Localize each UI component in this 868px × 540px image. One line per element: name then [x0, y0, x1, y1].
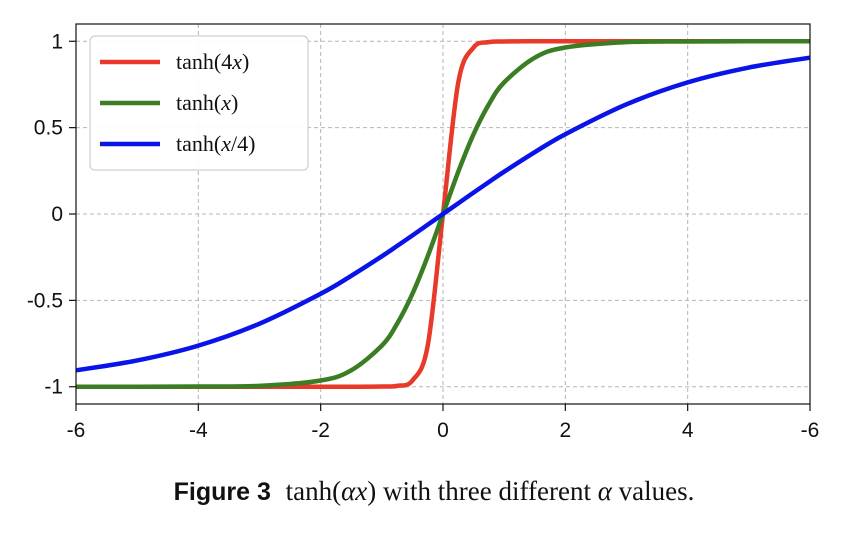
x-tick-label-0: -6 [67, 419, 86, 442]
figure-label: Figure 3 [173, 478, 271, 506]
caption-prefix: tanh( [285, 476, 342, 506]
y-tick-label-3: -0.5 [27, 289, 63, 312]
x-tick-label-2: -2 [311, 419, 330, 442]
series-lines [75, 39, 811, 389]
x-tick-label-4: 2 [559, 419, 571, 442]
y-tick-label-1: 0.5 [34, 117, 63, 140]
caption-xvar: x [355, 476, 368, 506]
y-tick-label-4: -1 [44, 376, 63, 399]
x-tick-label-5: 4 [682, 419, 694, 442]
x-tick-label-1: -4 [189, 419, 208, 442]
x-tick-label-3: 0 [437, 419, 449, 442]
caption-alpha-2: α [597, 476, 612, 506]
legend: tanh(4x) tanh(x) tanh(x/4) [89, 35, 309, 171]
legend-box [89, 35, 309, 171]
caption-mid: ) with three different [367, 476, 598, 506]
y-tick-label-2: 0 [51, 203, 63, 226]
x-tick-label-6: -6 [801, 419, 820, 442]
series-line-2 [75, 55, 811, 373]
tick-marks-and-labels: -6 -4 -2 0 2 4 -6 1 0.5 0 -0.5 -1 [27, 30, 820, 442]
figure-caption: Figure 3 tanh(αx) with three different α… [0, 476, 868, 507]
legend-label-1: tanh(x) [176, 90, 238, 115]
y-tick-label-0: 1 [51, 30, 63, 53]
legend-label-0: tanh(4x) [176, 49, 249, 74]
caption-alpha: α [341, 476, 356, 506]
legend-label-2: tanh(x/4) [176, 131, 255, 156]
caption-suffix: values. [611, 476, 695, 506]
